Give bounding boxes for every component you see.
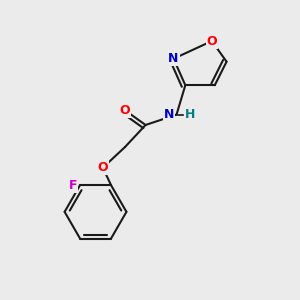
Text: O: O [120,104,130,117]
Text: N: N [164,108,174,121]
Text: O: O [206,34,217,48]
Text: H: H [184,108,195,121]
Text: O: O [98,161,108,174]
Text: F: F [69,178,77,192]
Text: N: N [168,52,179,65]
